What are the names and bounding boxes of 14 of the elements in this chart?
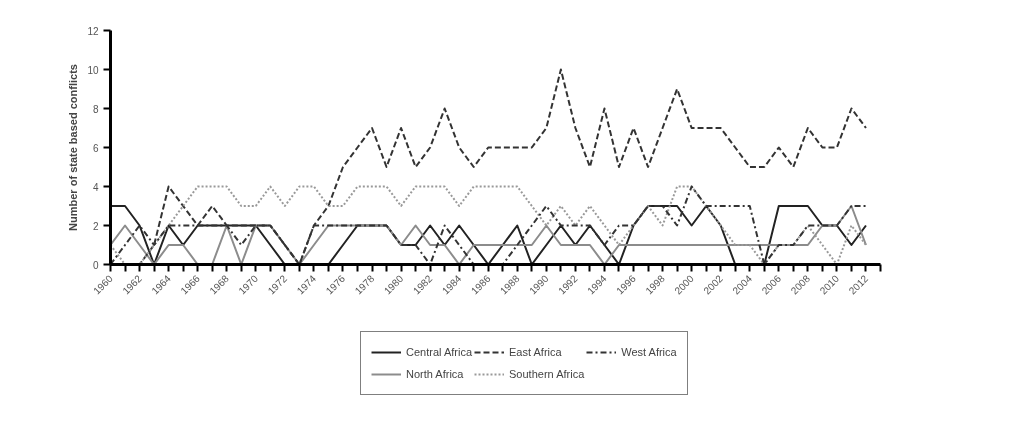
legend-label: North Africa [406, 368, 464, 380]
y-tick-label: 10 [87, 64, 99, 76]
legend-label: East Africa [509, 346, 562, 358]
y-tick-label: 4 [92, 181, 99, 193]
y-tick-label: 12 [87, 25, 99, 37]
y-tick-label: 2 [92, 220, 99, 232]
line-series [110, 205, 867, 265]
legend-label: West Africa [621, 346, 677, 358]
legend-label: Southern Africa [509, 368, 585, 380]
legend-label: Central Africa [406, 346, 473, 358]
y-tick-label: 6 [92, 142, 99, 154]
y-axis-title: Number of state based conflicts [67, 64, 80, 231]
y-tick-label: 0 [92, 259, 99, 271]
y-tick-label: 8 [92, 103, 99, 115]
